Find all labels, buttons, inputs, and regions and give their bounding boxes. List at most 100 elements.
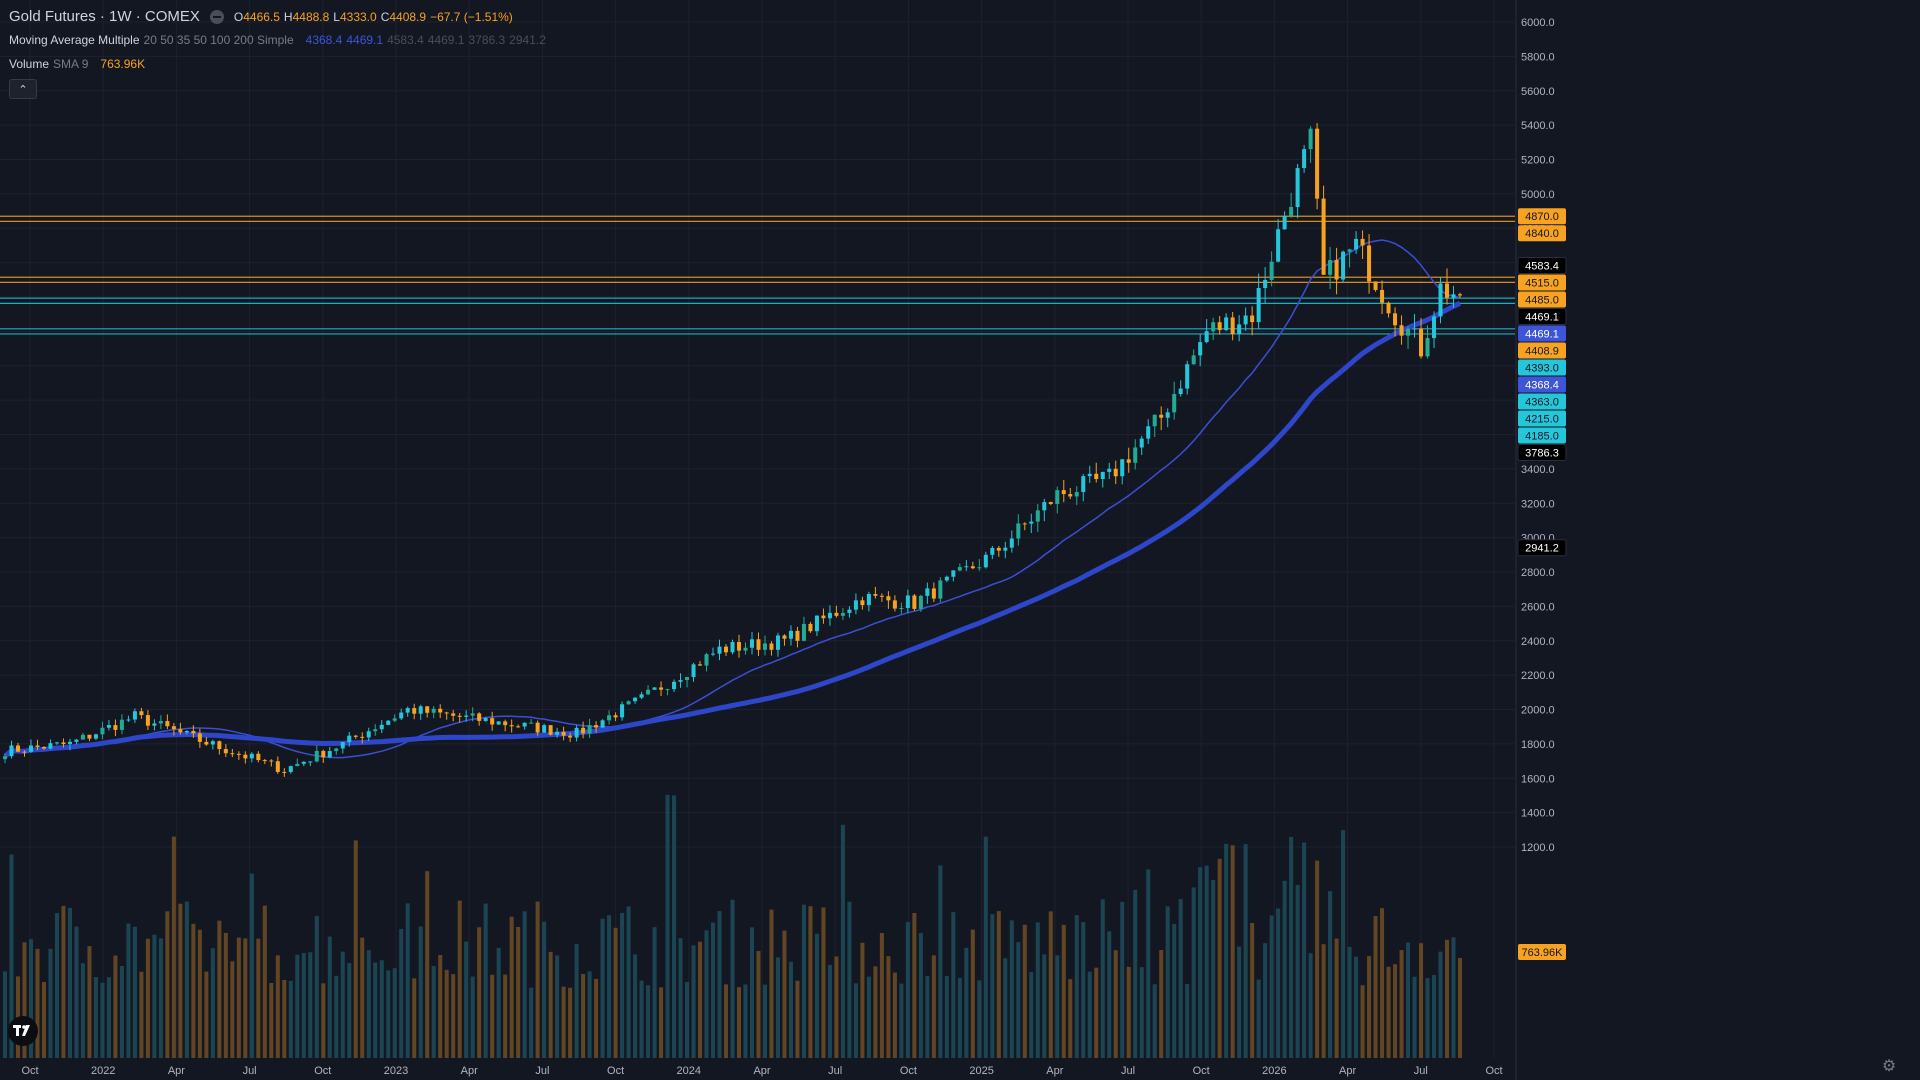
open-value: 4466.5 bbox=[243, 9, 280, 24]
volume-bar bbox=[594, 978, 599, 1058]
candle-body bbox=[126, 719, 131, 721]
candle-body bbox=[1133, 447, 1138, 463]
volume-bar bbox=[542, 921, 547, 1058]
candle-body bbox=[483, 718, 488, 721]
candle-body bbox=[223, 749, 228, 754]
candle-body bbox=[775, 635, 780, 650]
candle-body bbox=[873, 594, 878, 596]
chart-grid bbox=[0, 0, 1515, 1058]
candle-body bbox=[275, 761, 280, 772]
volume-bar bbox=[892, 972, 897, 1058]
candle-body bbox=[509, 725, 514, 727]
candle-body bbox=[308, 761, 313, 763]
candle-body bbox=[672, 681, 677, 690]
volume-bar bbox=[386, 970, 391, 1058]
volume-bar bbox=[1224, 843, 1229, 1058]
candle-body bbox=[1457, 294, 1463, 296]
price-axis-label: 4469.1 bbox=[1518, 325, 1566, 342]
volume-bar bbox=[1074, 915, 1079, 1058]
volume-bar bbox=[587, 971, 592, 1058]
candle-body bbox=[22, 751, 27, 753]
volume-bar bbox=[269, 983, 274, 1058]
volume-bar bbox=[308, 952, 313, 1058]
y-tick-label: 2000.0 bbox=[1521, 705, 1555, 717]
chevron-up-icon[interactable]: ⌃ bbox=[9, 79, 37, 99]
symbol-name[interactable]: Gold Futures · 1W · COMEX bbox=[9, 8, 200, 25]
ma-legend[interactable]: Moving Average Multiple 20 50 35 50 100 … bbox=[9, 33, 546, 47]
candle-body bbox=[100, 727, 105, 735]
volume-bar bbox=[710, 922, 716, 1058]
volume-bar bbox=[321, 983, 326, 1058]
volume-bar bbox=[1211, 879, 1216, 1058]
price-axis-label-bg bbox=[1518, 427, 1566, 444]
candle-body bbox=[67, 741, 72, 745]
volume-bar bbox=[113, 955, 118, 1058]
candle-body bbox=[879, 595, 884, 597]
price-axis-label-text: 763.96K bbox=[1522, 947, 1564, 959]
price-axis-label-bg bbox=[1518, 208, 1566, 225]
candle-body bbox=[106, 725, 111, 728]
volume-bar bbox=[672, 795, 677, 1058]
x-tick-label: Apr bbox=[1046, 1065, 1063, 1077]
volume-bar bbox=[548, 951, 553, 1058]
x-tick-label: Oct bbox=[21, 1065, 38, 1077]
candle-body bbox=[1321, 198, 1326, 275]
volume-bar bbox=[1444, 939, 1450, 1058]
candle-body bbox=[87, 734, 92, 739]
volume-bar bbox=[1042, 954, 1047, 1058]
candle-body bbox=[405, 708, 410, 713]
candle-body bbox=[399, 712, 404, 719]
volume-bar bbox=[1217, 858, 1222, 1058]
price-axis-label-bg bbox=[1518, 410, 1566, 427]
candle-body bbox=[698, 664, 703, 666]
candle-body bbox=[892, 600, 897, 609]
candle-body bbox=[204, 741, 209, 745]
volume-bar bbox=[1412, 976, 1417, 1058]
gear-icon[interactable]: ⚙ bbox=[1881, 1058, 1897, 1075]
volume-bar bbox=[1438, 951, 1443, 1058]
volume-bar bbox=[886, 956, 891, 1058]
volume-bar bbox=[983, 836, 988, 1058]
volume-bar bbox=[1230, 845, 1235, 1058]
price-axis-label-bg bbox=[1517, 307, 1567, 325]
volume-legend[interactable]: Volume SMA 9 763.96K bbox=[9, 57, 145, 71]
volume-bar bbox=[1172, 924, 1177, 1058]
volume-bar bbox=[1243, 844, 1248, 1058]
volume-indicator-name[interactable]: Volume bbox=[9, 57, 50, 71]
candle-body bbox=[1217, 322, 1222, 331]
volume-bar bbox=[1139, 967, 1144, 1058]
volume-bar bbox=[1133, 890, 1138, 1058]
candle-body bbox=[262, 760, 267, 762]
volume-bar bbox=[665, 794, 670, 1058]
candle-body bbox=[249, 753, 254, 759]
candle-body bbox=[1074, 492, 1079, 497]
volume-bar bbox=[1191, 887, 1196, 1058]
candle-body bbox=[633, 697, 638, 702]
candle-body bbox=[1211, 322, 1216, 332]
low-value: 4333.0 bbox=[339, 9, 377, 24]
y-tick-label: 6000.0 bbox=[1521, 17, 1555, 29]
volume-bar bbox=[165, 911, 170, 1058]
price-axis-label: 4393.0 bbox=[1518, 359, 1566, 376]
candle-body bbox=[925, 588, 930, 596]
volume-bar bbox=[457, 900, 462, 1058]
candle-body bbox=[1042, 502, 1047, 511]
volume-bar bbox=[1341, 830, 1346, 1058]
candle-body bbox=[9, 745, 14, 757]
candle-body bbox=[470, 713, 475, 716]
candle-body bbox=[15, 745, 21, 752]
candle-body bbox=[912, 595, 917, 609]
candle-body bbox=[1159, 414, 1164, 418]
volume-bar bbox=[405, 903, 410, 1058]
candle-body bbox=[522, 722, 527, 727]
tradingview-logo-icon[interactable] bbox=[8, 1016, 38, 1046]
price-axis-label: 4185.0 bbox=[1518, 427, 1566, 444]
candle-body bbox=[1341, 251, 1346, 280]
minus-circle-icon[interactable] bbox=[209, 9, 224, 24]
volume-bar bbox=[1347, 946, 1352, 1058]
volume-bar bbox=[1289, 836, 1294, 1058]
volume-bar bbox=[282, 980, 287, 1058]
ma-indicator-name[interactable]: Moving Average Multiple bbox=[9, 33, 140, 47]
volume-bar bbox=[464, 941, 469, 1058]
